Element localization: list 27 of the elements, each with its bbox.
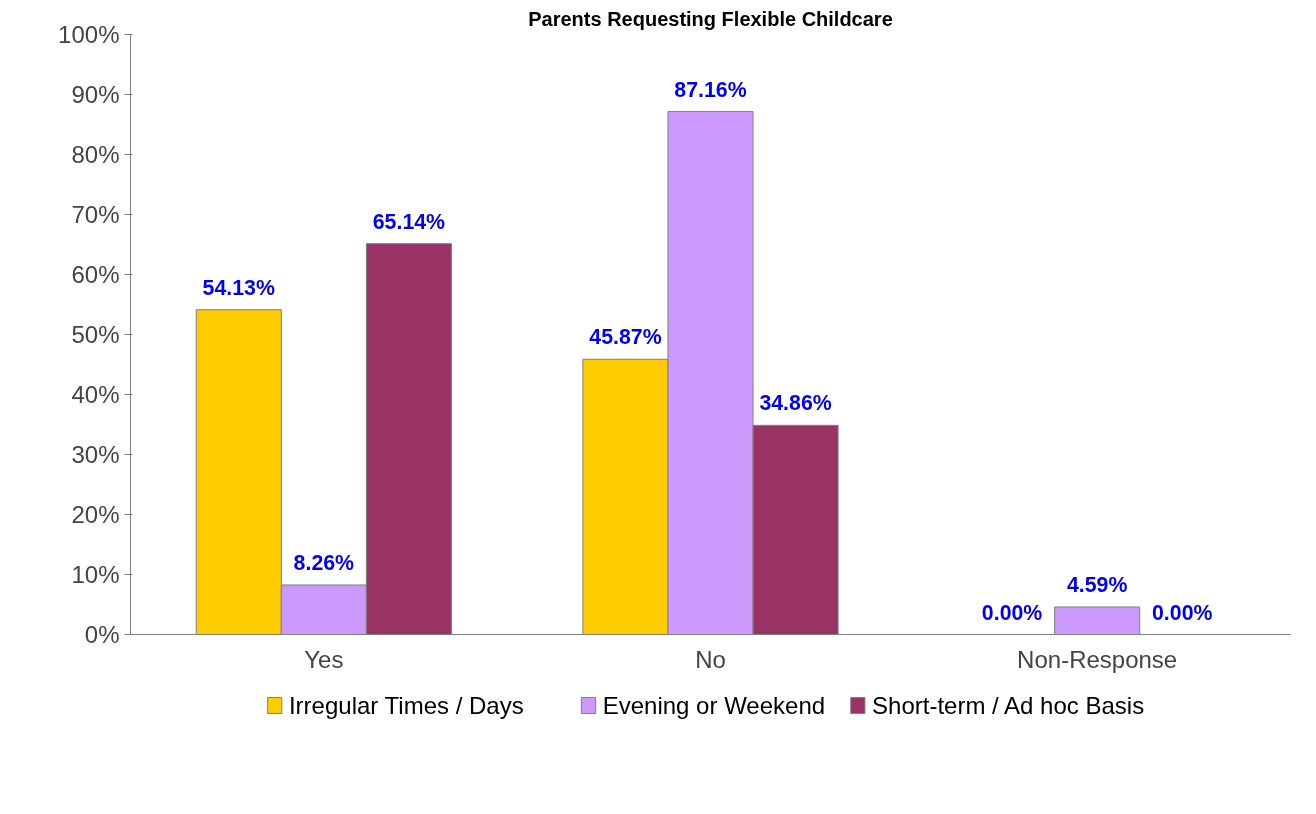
y-tick-label: 10% (71, 561, 120, 588)
data-label: 65.14% (372, 209, 446, 234)
data-label: 54.13% (202, 275, 275, 300)
chart-title: Parents Requesting Flexible Childcare (528, 7, 893, 30)
data-label: 87.16% (674, 77, 747, 102)
y-tick-label: 60% (71, 261, 120, 288)
y-tick-label: 70% (71, 201, 120, 228)
y-tick-label: 90% (71, 81, 120, 108)
data-label: 0.00% (1152, 600, 1213, 625)
data-label: 34.86% (759, 391, 832, 416)
data-label: 4.59% (1066, 572, 1128, 597)
y-tick-label: 30% (71, 441, 120, 468)
data-label: 8.26% (293, 550, 355, 575)
data-label: 0.00% (981, 600, 1043, 625)
y-tick-label: 0% (84, 621, 120, 648)
data-label: 45.87% (589, 325, 662, 350)
y-tick-label: 50% (71, 321, 120, 348)
x-tick-label: Non-Response (1017, 645, 1178, 673)
y-tick-label: 80% (71, 141, 120, 168)
legend-label: Short-term / Ad hoc Basis (872, 692, 1145, 719)
y-tick-label: 40% (71, 381, 120, 408)
legend-label: Irregular Times / Days (288, 692, 524, 719)
x-tick-label: No (695, 645, 726, 673)
x-tick-label: Yes (304, 645, 344, 673)
y-tick-label: 100% (58, 21, 120, 48)
legend-label: Evening or Weekend (602, 692, 826, 719)
y-tick-label: 20% (71, 501, 120, 528)
